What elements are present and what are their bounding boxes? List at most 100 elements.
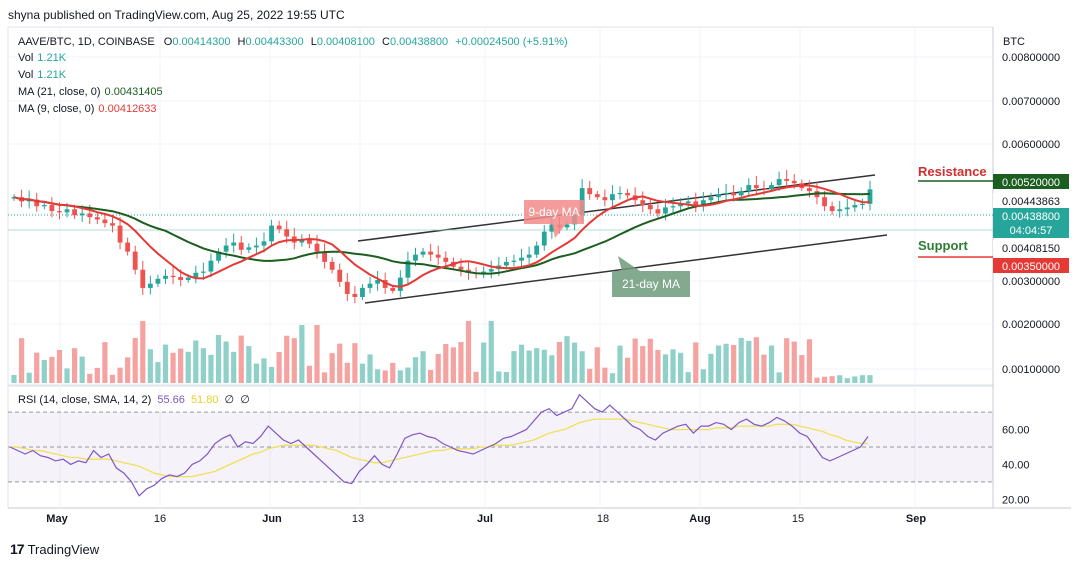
candle-body: [337, 269, 343, 282]
volume-bar: [571, 342, 578, 383]
price-tick-label: 0.00200000: [1002, 319, 1060, 331]
volume-bar: [662, 354, 669, 383]
candle-body: [382, 280, 388, 288]
rsi-empty-1: ∅: [224, 394, 235, 406]
legend-vol-2[interactable]: Vol 1.21K: [18, 69, 66, 81]
volume-bar: [178, 348, 184, 383]
candle-body: [420, 251, 426, 255]
volume-bar: [162, 344, 169, 383]
volume-bar: [125, 357, 131, 383]
volume-bar: [465, 321, 472, 383]
low-label: L: [310, 36, 317, 48]
candle-body: [41, 205, 47, 207]
candle-body: [753, 185, 759, 189]
rsi-tick-label: 60.00: [1002, 425, 1030, 437]
candle-body: [299, 239, 305, 243]
volume-bar: [632, 338, 638, 383]
support-tag: 0.00350000: [993, 258, 1069, 273]
candle-body: [564, 224, 570, 228]
chart-annotations: 9-day MA 21-day MA Resistance Support: [524, 164, 987, 297]
candle-body: [784, 179, 790, 181]
rsi-empty-2: ∅: [240, 394, 250, 406]
candle-body: [223, 245, 229, 252]
candle-body: [208, 260, 214, 272]
level-lines: [8, 180, 993, 258]
candle-body: [322, 251, 327, 262]
candle-body: [663, 207, 668, 214]
time-tick-label: Sep: [906, 513, 926, 525]
volume-bar: [306, 365, 313, 383]
volume-bar: [753, 337, 759, 383]
candle-body: [367, 283, 373, 288]
rsi-axis[interactable]: 60.00 40.00 20.00: [1002, 425, 1030, 507]
legend-ma9[interactable]: MA (9, close, 0) 0.00412633: [18, 103, 157, 115]
volume-bar: [503, 371, 509, 383]
open-label: O: [163, 36, 173, 48]
candle-body: [693, 201, 699, 206]
candle-body: [216, 251, 221, 261]
volume-bar: [18, 338, 25, 383]
candle-body: [314, 243, 320, 252]
price-tick-label: 0.00300000: [1002, 276, 1060, 288]
volume-bar: [94, 367, 100, 383]
volume-bars: [11, 321, 873, 383]
volume-bar: [594, 347, 600, 383]
channel-upper-line: [357, 174, 876, 242]
candle-body: [708, 197, 714, 201]
candle-body: [405, 260, 411, 278]
ohlc-legend: AAVE/BTC, 1D, COINBASE O0.00414300 H0.00…: [18, 36, 568, 48]
footer-brand[interactable]: 17 TradingView: [10, 541, 99, 557]
symbol-label[interactable]: AAVE/BTC, 1D, COINBASE: [18, 36, 155, 48]
volume-bar: [299, 325, 305, 383]
volume-bar: [253, 363, 260, 383]
candle-body: [284, 229, 290, 237]
volume-bar: [678, 352, 684, 383]
countdown-text: 04:04:57: [1010, 225, 1053, 237]
candle-body: [860, 203, 865, 206]
time-tick-label: Jul: [477, 513, 493, 525]
volume-bar: [791, 341, 797, 383]
rsi-legend[interactable]: RSI (14, close, SMA, 14, 2) 55.66 51.80 …: [18, 393, 250, 406]
candle-body: [738, 191, 744, 196]
candle-body: [390, 287, 396, 291]
candle-body: [458, 266, 464, 270]
price-axis[interactable]: 0.00800000 0.00700000 0.00600000 0.00300000…: [1002, 52, 1060, 376]
legend-ma21[interactable]: MA (21, close, 0) 0.00431405: [18, 86, 163, 98]
price-tick-label: 0.00700000: [1002, 96, 1060, 108]
ma9-label: MA (9, close, 0): [18, 103, 95, 115]
publish-credit: shyna published on TradingView.com, Aug …: [8, 8, 345, 22]
volume-bar: [238, 335, 244, 383]
candle-body: [307, 239, 312, 244]
time-tick-label: May: [46, 513, 68, 525]
candle-body: [360, 287, 365, 297]
volume-bar: [87, 373, 93, 383]
candle-body: [34, 199, 40, 207]
candle-body: [94, 217, 100, 220]
volume-bar: [170, 352, 176, 383]
candle-body: [261, 241, 267, 246]
volume-bar: [761, 354, 767, 383]
candle-body: [269, 225, 274, 242]
time-tick-label: 15: [792, 513, 804, 525]
tradingview-logo-icon: 17: [10, 541, 25, 557]
volume-bar: [200, 348, 206, 383]
price-tags: 0.005200000.004438630.0043880004:04:570.…: [993, 174, 1069, 273]
candle-body: [602, 197, 608, 201]
volume-bar: [215, 335, 222, 383]
candle-body: [488, 269, 494, 272]
volume-bar: [746, 340, 752, 383]
volume-bar: [367, 354, 373, 383]
candle-body: [110, 223, 115, 226]
legend-vol-1[interactable]: Vol 1.21K: [18, 52, 66, 64]
volume-bar: [321, 372, 328, 383]
high-value: 0.00443300: [245, 36, 304, 48]
close-value: 0.00438800: [389, 36, 449, 48]
currency-label: BTC: [1003, 36, 1025, 48]
ma21-callout-text: 21-day MA: [622, 277, 680, 291]
candle-body: [776, 179, 782, 186]
volume-bar: [261, 358, 267, 383]
time-axis[interactable]: May 16 Jun 13 Jul 18 Aug 15 Sep: [46, 513, 926, 525]
rsi-sma-value: 51.80: [190, 394, 219, 406]
volume-bar: [602, 367, 608, 383]
